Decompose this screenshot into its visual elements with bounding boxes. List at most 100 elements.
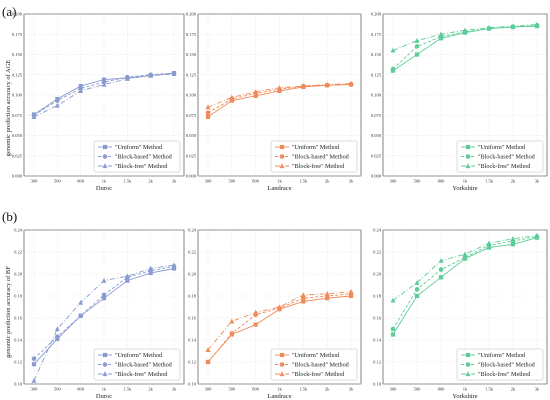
legend-marker bbox=[465, 154, 471, 159]
y-tick-label: 0.150 bbox=[12, 52, 23, 57]
y-tick-label: 0.075 bbox=[371, 113, 382, 118]
data-point bbox=[414, 38, 420, 43]
y-tick-label: 0.200 bbox=[371, 12, 382, 17]
y-tick-label: 0.100 bbox=[186, 93, 197, 98]
chart-duroc-bf: 0.10 0.12 0.14 0.16 0.18 0.20 0.22 0.24 300 500 80… bbox=[14, 228, 185, 400]
data-point bbox=[148, 265, 154, 271]
legend-marker bbox=[465, 352, 471, 358]
x-tick-label: 800 bbox=[252, 179, 260, 184]
x-axis-label: Landrace bbox=[267, 393, 291, 400]
x-tick-label: 800 bbox=[77, 179, 85, 184]
x-tick-label: 800 bbox=[438, 179, 446, 184]
x-tick-label: 800 bbox=[438, 387, 446, 392]
data-point bbox=[486, 240, 492, 246]
data-point bbox=[390, 47, 396, 53]
x-axis-label: Landrace bbox=[267, 185, 291, 192]
data-point bbox=[31, 356, 37, 362]
data-point bbox=[78, 83, 83, 89]
data-point bbox=[101, 292, 107, 298]
y-tick-label: 0.20 bbox=[373, 272, 382, 277]
y-tick-label: 0.150 bbox=[371, 52, 382, 57]
y-tick-label: 0.10 bbox=[373, 382, 382, 387]
x-tick-label: 2k bbox=[148, 387, 153, 392]
legend-label: "Uniform" Method bbox=[478, 144, 526, 151]
x-tick-label: 3k bbox=[349, 387, 354, 392]
data-point bbox=[78, 88, 84, 94]
x-tick-label: 1k bbox=[277, 179, 282, 184]
legend-label: "Block-based" Method bbox=[478, 154, 536, 161]
data-point bbox=[31, 114, 37, 119]
x-axis-label: Duroc bbox=[96, 393, 112, 400]
data-point bbox=[414, 52, 420, 57]
data-point bbox=[101, 77, 107, 82]
data-point bbox=[510, 242, 516, 247]
legend-label: "Uniform" Method bbox=[115, 144, 163, 151]
chart-landrace-age: 0.000 0.025 0.050 0.075 0.100 0.125 0.150 0.175… bbox=[186, 12, 362, 192]
y-tick-label: 0.125 bbox=[371, 72, 382, 77]
y-tick-label: 0.025 bbox=[186, 153, 197, 158]
data-point bbox=[125, 278, 130, 283]
data-point bbox=[300, 292, 306, 297]
data-point bbox=[253, 89, 259, 94]
legend-label: "Block-based" Method bbox=[292, 154, 350, 161]
x-tick-label: 500 bbox=[414, 179, 422, 184]
x-tick-label: 1k bbox=[463, 387, 468, 392]
y-tick-label: 0.125 bbox=[12, 72, 23, 77]
y-tick-label: 0.025 bbox=[12, 153, 23, 158]
y-tick-label: 0.18 bbox=[373, 294, 382, 299]
x-axis-label: Yorkshire bbox=[452, 185, 477, 192]
legend-box bbox=[456, 140, 544, 173]
y-tick-label: 0.050 bbox=[186, 133, 197, 138]
legend-label: "Block-free" Method bbox=[478, 163, 531, 170]
data-point bbox=[486, 25, 492, 30]
data-point bbox=[390, 332, 396, 337]
y-tick-label: 0.125 bbox=[186, 72, 197, 77]
x-tick-label: 3k bbox=[535, 387, 540, 392]
data-point bbox=[390, 66, 396, 72]
legend-marker bbox=[102, 352, 108, 358]
legend-box bbox=[270, 348, 358, 381]
y-tick-label: 0.20 bbox=[188, 272, 197, 277]
y-tick-label: 0.16 bbox=[188, 316, 197, 321]
legend-marker bbox=[279, 163, 285, 169]
y-tick-label: 0.20 bbox=[14, 272, 23, 277]
y-tick-label: 0.22 bbox=[373, 250, 381, 255]
ylabel-bf: genomic prediction accuracy of BF bbox=[5, 266, 12, 358]
legend-label: "Block-based" Method bbox=[292, 362, 350, 369]
data-point bbox=[31, 362, 37, 367]
legend-label: "Uniform" Method bbox=[478, 352, 526, 359]
data-point bbox=[31, 378, 37, 383]
data-point bbox=[301, 299, 306, 304]
legend-marker bbox=[102, 362, 108, 367]
x-tick-label: 1.5k bbox=[123, 387, 132, 392]
legend-marker bbox=[279, 362, 285, 367]
x-tick-label: 2k bbox=[511, 179, 516, 184]
data-point bbox=[55, 98, 60, 103]
legend-label: "Block-based" Method bbox=[115, 154, 173, 161]
x-axis-label: Yorkshire bbox=[452, 393, 477, 400]
legend-box bbox=[456, 348, 544, 381]
data-point bbox=[300, 83, 306, 89]
legend-label: "Uniform" Method bbox=[115, 352, 163, 359]
x-tick-label: 2k bbox=[325, 387, 330, 392]
x-tick-label: 1.5k bbox=[299, 179, 308, 184]
data-point bbox=[148, 72, 154, 78]
data-point bbox=[534, 21, 540, 27]
x-tick-label: 300 bbox=[31, 387, 39, 392]
y-tick-label: 0.200 bbox=[12, 12, 23, 17]
legend-label: "Block-based" Method bbox=[478, 362, 536, 369]
data-point bbox=[124, 76, 130, 81]
x-tick-label: 1.5k bbox=[485, 387, 494, 392]
y-tick-label: 0.150 bbox=[186, 52, 197, 57]
y-tick-label: 0.10 bbox=[188, 382, 197, 387]
data-point bbox=[253, 93, 258, 98]
data-point bbox=[438, 275, 444, 280]
x-tick-label: 1k bbox=[102, 179, 107, 184]
y-tick-label: 0.24 bbox=[14, 228, 23, 233]
data-point bbox=[205, 347, 211, 352]
y-tick-label: 0.025 bbox=[371, 153, 382, 158]
y-tick-label: 0.14 bbox=[373, 338, 382, 343]
y-tick-label: 0.24 bbox=[373, 228, 382, 233]
data-point bbox=[253, 309, 259, 315]
